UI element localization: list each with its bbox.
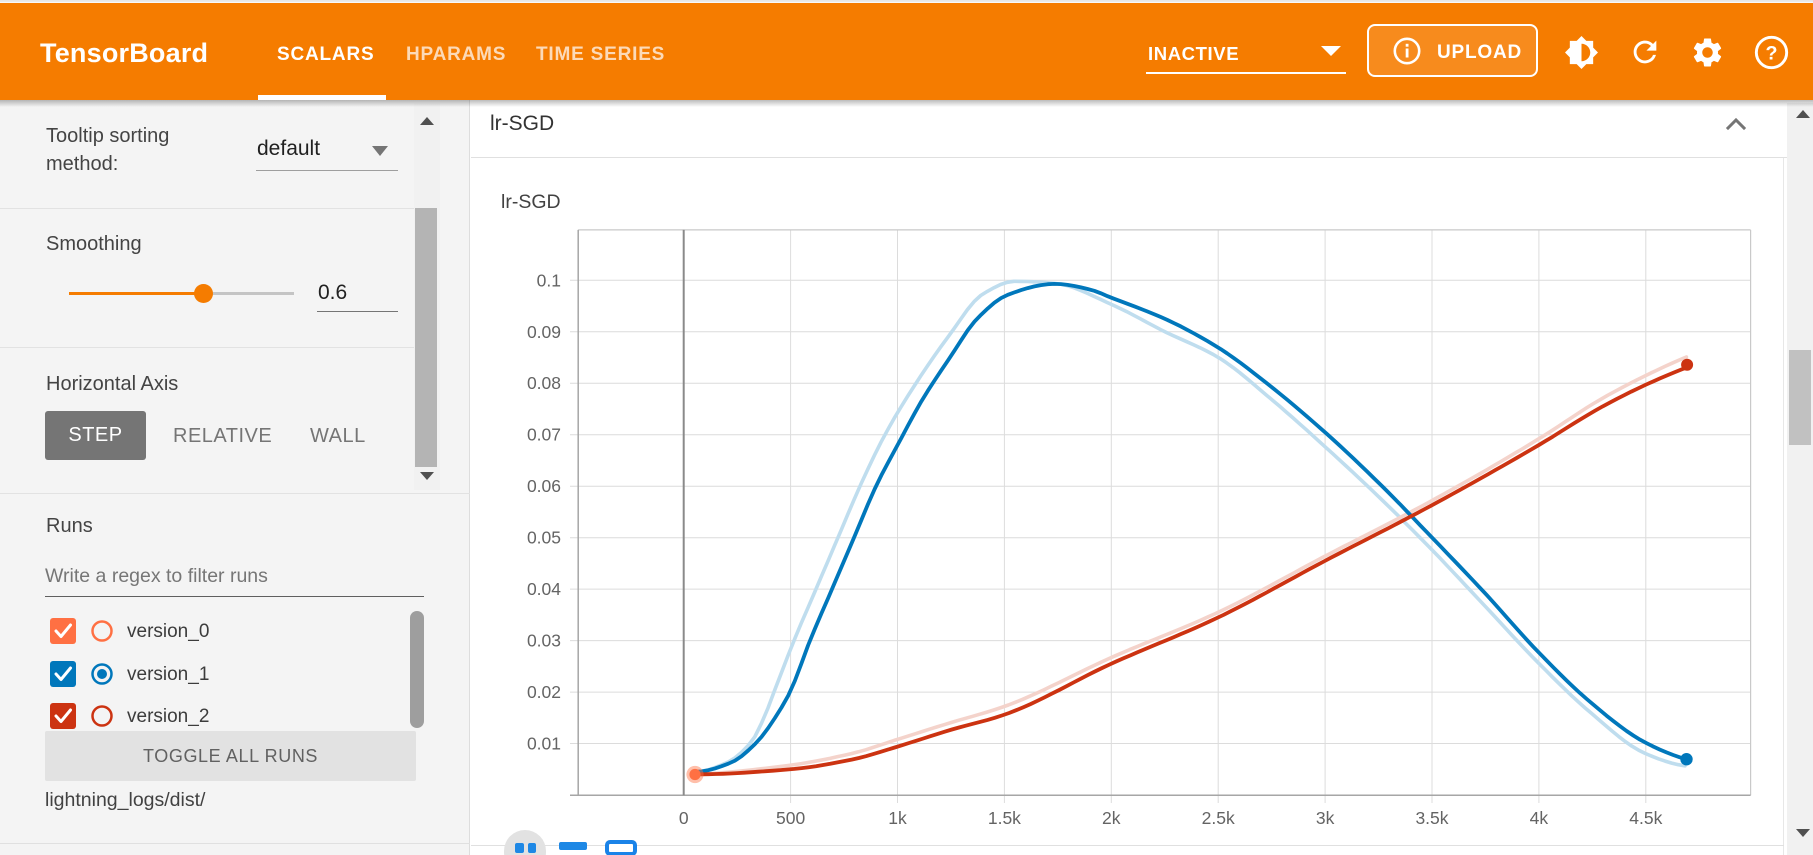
- svg-text:0: 0: [679, 808, 689, 828]
- svg-text:2k: 2k: [1102, 808, 1121, 828]
- svg-text:0.03: 0.03: [527, 631, 561, 651]
- svg-text:0.04: 0.04: [527, 579, 561, 599]
- svg-text:0.01: 0.01: [527, 734, 561, 754]
- svg-text:1.5k: 1.5k: [988, 808, 1021, 828]
- svg-text:?: ?: [1765, 42, 1777, 64]
- svg-text:0.05: 0.05: [527, 528, 561, 548]
- svg-text:0.07: 0.07: [527, 425, 561, 445]
- svg-text:1k: 1k: [888, 808, 907, 828]
- svg-text:4.5k: 4.5k: [1629, 808, 1662, 828]
- svg-text:3.5k: 3.5k: [1415, 808, 1448, 828]
- svg-text:0.06: 0.06: [527, 476, 561, 496]
- svg-text:3k: 3k: [1316, 808, 1335, 828]
- svg-text:0.02: 0.02: [527, 682, 561, 702]
- svg-text:0.09: 0.09: [527, 322, 561, 342]
- svg-text:0.08: 0.08: [527, 373, 561, 393]
- svg-text:500: 500: [776, 808, 805, 828]
- svg-text:4k: 4k: [1530, 808, 1549, 828]
- svg-text:2.5k: 2.5k: [1202, 808, 1235, 828]
- svg-text:0.1: 0.1: [537, 270, 561, 290]
